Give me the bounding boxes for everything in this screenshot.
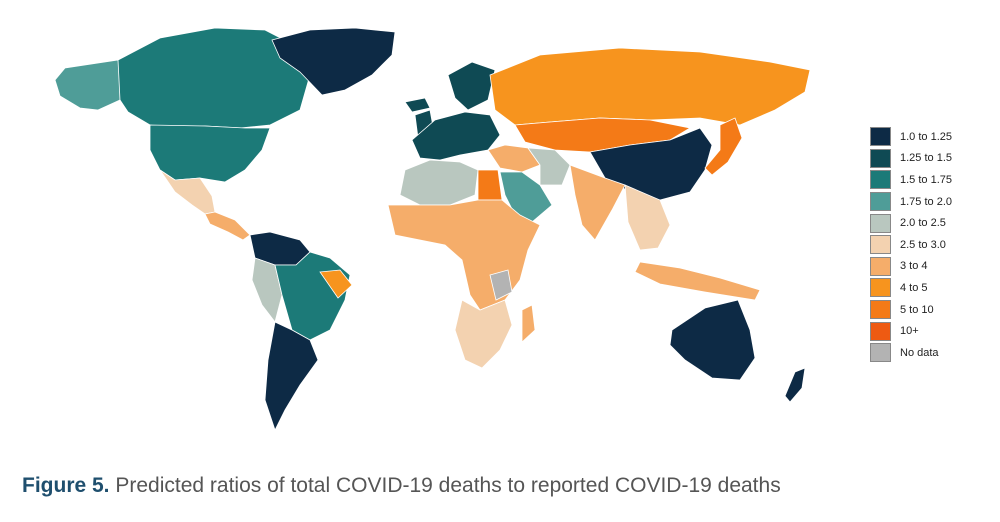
map-legend: 1.0 to 1.25 1.25 to 1.5 1.5 to 1.75 1.75 to… bbox=[870, 126, 952, 364]
legend-item: 1.75 to 2.0 bbox=[870, 191, 952, 213]
region-russia bbox=[489, 47, 811, 126]
legend-swatch bbox=[870, 343, 891, 363]
legend-item: 1.5 to 1.75 bbox=[870, 169, 952, 191]
region-japan bbox=[704, 117, 743, 176]
region-central-america bbox=[204, 211, 251, 241]
region-canada bbox=[117, 27, 311, 129]
legend-swatch bbox=[870, 235, 891, 255]
region-sub-saharan-africa bbox=[387, 199, 541, 311]
region-indonesia bbox=[634, 261, 761, 301]
legend-label: 1.25 to 1.5 bbox=[900, 152, 952, 165]
legend-swatch bbox=[870, 256, 891, 276]
legend-swatch bbox=[870, 127, 891, 147]
region-usa bbox=[149, 124, 271, 183]
legend-swatch bbox=[870, 213, 891, 233]
legend-swatch bbox=[870, 321, 891, 341]
region-alaska bbox=[54, 59, 126, 111]
region-southern-africa bbox=[454, 299, 513, 369]
legend-swatch bbox=[870, 192, 891, 212]
world-choropleth-map bbox=[54, 27, 811, 432]
legend-swatch bbox=[870, 148, 891, 168]
legend-label: 10+ bbox=[900, 325, 919, 338]
legend-label: 2.0 to 2.5 bbox=[900, 217, 946, 230]
legend-label: 5 to 10 bbox=[900, 303, 934, 316]
region-australia bbox=[669, 299, 756, 381]
legend-label: 1.75 to 2.0 bbox=[900, 195, 952, 208]
region-scandinavia bbox=[447, 61, 496, 111]
region-brazil-northeast bbox=[319, 269, 353, 299]
legend-swatch bbox=[870, 278, 891, 298]
legend-item: 4 to 5 bbox=[870, 277, 952, 299]
figure-label: Figure 5. bbox=[22, 474, 110, 497]
legend-item: 1.0 to 1.25 bbox=[870, 126, 952, 148]
region-europe bbox=[411, 111, 501, 161]
region-iceland bbox=[404, 97, 431, 113]
region-southeast-asia bbox=[624, 184, 671, 251]
region-dr-congo bbox=[489, 269, 513, 301]
region-north-africa bbox=[399, 159, 479, 206]
legend-item: 10+ bbox=[870, 320, 952, 342]
legend-item: 2.0 to 2.5 bbox=[870, 212, 952, 234]
legend-item: No data bbox=[870, 342, 952, 364]
region-greenland bbox=[271, 27, 396, 96]
legend-label: 4 to 5 bbox=[900, 281, 928, 294]
region-india bbox=[569, 164, 626, 241]
region-iran bbox=[527, 147, 571, 186]
legend-swatch bbox=[870, 300, 891, 320]
figure-caption: Figure 5. Predicted ratios of total COVI… bbox=[22, 474, 781, 498]
region-egypt bbox=[477, 169, 503, 201]
region-new-zealand bbox=[784, 367, 806, 403]
legend-label: 1.0 to 1.25 bbox=[900, 130, 952, 143]
caption-text: Predicted ratios of total COVID-19 death… bbox=[109, 474, 781, 497]
legend-label: 1.5 to 1.75 bbox=[900, 173, 952, 186]
legend-label: 3 to 4 bbox=[900, 260, 928, 273]
legend-item: 3 to 4 bbox=[870, 256, 952, 278]
legend-item: 1.25 to 1.5 bbox=[870, 148, 952, 170]
legend-label: 2.5 to 3.0 bbox=[900, 238, 946, 251]
region-southern-cone bbox=[264, 321, 319, 432]
legend-label: No data bbox=[900, 346, 939, 359]
legend-item: 2.5 to 3.0 bbox=[870, 234, 952, 256]
legend-swatch bbox=[870, 170, 891, 190]
region-madagascar bbox=[521, 304, 536, 343]
legend-item: 5 to 10 bbox=[870, 299, 952, 321]
